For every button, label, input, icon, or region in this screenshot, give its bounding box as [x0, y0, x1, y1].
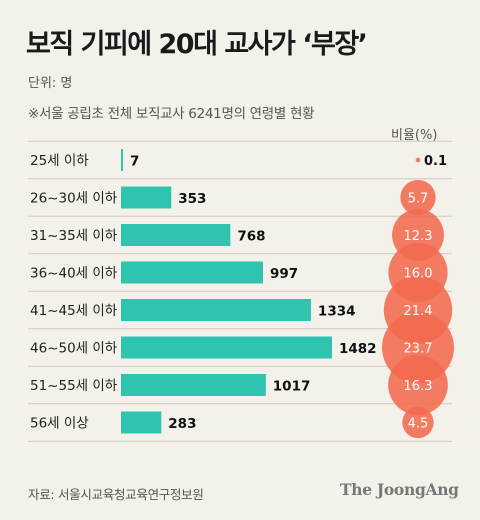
value-label: 283 — [168, 416, 196, 432]
percent-label: 21.4 — [404, 304, 433, 319]
chart-title: 보직 기피에 20대 교사가 ‘부장’ — [26, 29, 368, 60]
bar — [121, 374, 266, 396]
value-label: 7 — [130, 154, 139, 170]
bar — [121, 411, 162, 434]
labels: 25세 이하 7 0.1 26~30세 이하 353 5.7 31~35세 이하 768 12.… — [30, 153, 447, 432]
percent-bubble — [402, 406, 434, 439]
value-label: 1482 — [339, 341, 377, 357]
category-label: 26~30세 이하 — [30, 191, 118, 207]
unit-label: 단위: 명 — [28, 76, 73, 91]
value-label: 768 — [237, 229, 265, 245]
bar — [121, 336, 332, 359]
value-label: 353 — [178, 191, 206, 207]
category-label: 56세 이상 — [30, 416, 89, 432]
source-note: 자료: 서울시교육청교육연구정보원 — [28, 487, 204, 502]
percent-label: 4.5 — [408, 417, 429, 432]
brand-logo: The JoongAng — [340, 480, 459, 499]
category-label: 51~55세 이하 — [30, 378, 118, 394]
category-label: 31~35세 이하 — [30, 228, 118, 244]
value-label: 1017 — [273, 379, 311, 395]
value-label: 1334 — [318, 304, 356, 320]
percent-bubbles — [382, 157, 454, 439]
percent-bubble — [388, 355, 448, 415]
percent-bubble — [415, 157, 421, 163]
category-label: 41~45세 이하 — [30, 303, 118, 319]
bar — [121, 186, 172, 209]
percent-label: 12.3 — [404, 229, 433, 244]
percent-label: 5.7 — [408, 192, 429, 207]
row-dividers — [28, 140, 452, 442]
value-label: 997 — [270, 266, 298, 282]
bar — [121, 261, 263, 284]
percent-label: 23.7 — [404, 342, 433, 357]
bar — [121, 224, 231, 246]
percent-label: 16.3 — [404, 379, 433, 394]
category-label: 25세 이하 — [30, 153, 89, 169]
percent-label: 16.0 — [404, 267, 433, 282]
percent-bubble — [400, 179, 436, 216]
category-label: 36~40세 이하 — [30, 266, 118, 282]
bars — [121, 149, 332, 434]
chart-subtitle: ※서울 공립초 전체 보직교사 6241명의 연령별 현황 — [28, 106, 315, 122]
bar — [121, 299, 311, 321]
category-label: 46~50세 이하 — [30, 341, 118, 357]
percent-label: 0.1 — [424, 154, 447, 169]
percent-column-header: 비율(%) — [391, 128, 438, 143]
bar — [121, 149, 123, 171]
